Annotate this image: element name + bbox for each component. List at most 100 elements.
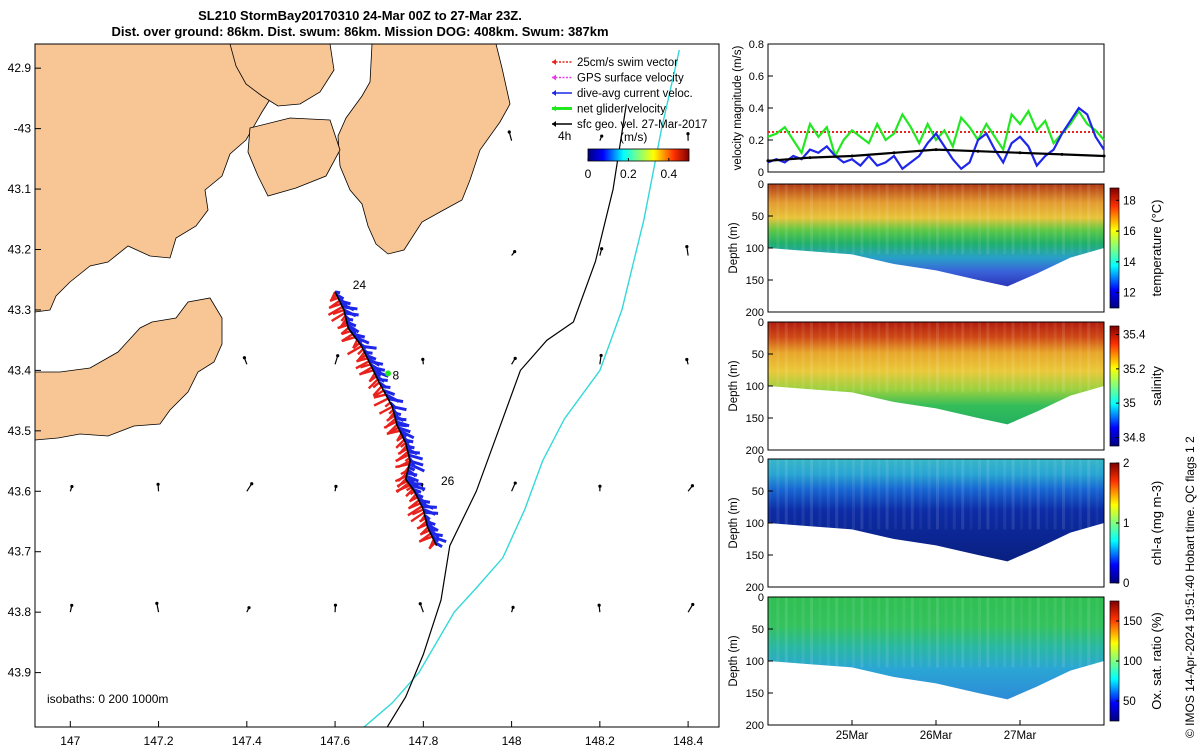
profile-stripe xyxy=(768,322,771,393)
dive-avg-current-vector xyxy=(392,405,407,412)
dive-avg-current-vector xyxy=(364,350,373,355)
profile-stripe xyxy=(936,322,939,393)
dive-avg-current-vector xyxy=(339,299,351,306)
profile-stripe xyxy=(776,597,780,668)
sfc-geo-vel-arrowhead xyxy=(70,603,74,607)
dive-avg-current-vector xyxy=(393,411,402,417)
swim-vector xyxy=(399,441,407,448)
map-ytick-label: 43.2 xyxy=(8,243,32,257)
figure-title-line2: Dist. over ground: 86km. Dist. swum: 86k… xyxy=(111,24,609,39)
salinity-panel: 0 50 100 150 200 Depth (m) 34.8 35 35.2 35.4 salin… xyxy=(728,317,1164,457)
colorbar-label: (m/s) xyxy=(620,130,647,144)
swim-vector xyxy=(355,360,370,370)
profile-stripe xyxy=(801,322,805,393)
swim-vector xyxy=(328,302,342,310)
net-glider-velocity-mark xyxy=(385,370,392,377)
velocity-ytick-label: 0.8 xyxy=(749,39,764,51)
data-section-fill xyxy=(768,459,1104,562)
profile-stripe xyxy=(1020,322,1023,393)
profile-stripe xyxy=(1011,184,1015,255)
dive-avg-current-vector xyxy=(403,438,414,444)
profile-stripe xyxy=(994,184,998,255)
profile-stripe xyxy=(801,597,805,668)
dive-avg-current-vector xyxy=(352,332,366,339)
sfc-geo-vel-arrowhead xyxy=(242,356,247,360)
profile-stripe xyxy=(927,459,931,530)
map-isobaths xyxy=(363,49,680,727)
sfc-geo-vel-arrowhead xyxy=(511,605,515,609)
profile-stripe xyxy=(776,184,780,255)
profile-stripe xyxy=(952,184,956,255)
profile-stripe xyxy=(801,459,805,530)
sfc-geo-vel-arrowhead xyxy=(70,484,74,489)
velocity-point xyxy=(934,148,938,152)
profile-stripe xyxy=(885,459,889,530)
swim-vector xyxy=(386,414,396,422)
profile-stripe xyxy=(793,459,797,530)
legend-label: 25cm/s swim vector xyxy=(577,57,678,69)
colorbar-tick-label: 35.2 xyxy=(1123,364,1145,376)
land-tasman-peninsula xyxy=(337,44,511,255)
profile-stripe xyxy=(784,184,788,255)
profile-stripe xyxy=(919,322,923,393)
profile-stripe xyxy=(1020,597,1023,668)
swim-vector xyxy=(372,381,380,389)
profile-stripe xyxy=(784,597,788,668)
profile-stripe xyxy=(768,597,771,668)
swim-vector xyxy=(341,329,351,336)
profile-stripe xyxy=(868,459,872,530)
profile-stripe xyxy=(910,459,914,530)
profile-stripe xyxy=(860,459,864,530)
profile-stripe xyxy=(961,322,965,393)
profile-stripe xyxy=(969,597,973,668)
profile-stripe xyxy=(885,184,889,255)
swim-vector xyxy=(400,469,409,476)
profile-stripe xyxy=(910,322,914,393)
profile-stripe xyxy=(994,322,998,393)
sfc-geo-vel-arrowhead xyxy=(600,247,604,251)
profile-stripe xyxy=(877,597,881,668)
data-section-fill xyxy=(768,322,1104,425)
map-ytick-label: 43.6 xyxy=(8,484,32,498)
profile-stripe xyxy=(952,322,956,393)
dive-avg-current-vector xyxy=(396,423,408,428)
swim-vector xyxy=(384,401,391,408)
profile-stripe xyxy=(978,322,981,393)
glider-path xyxy=(334,291,438,547)
swim-vector xyxy=(346,345,363,356)
swim-vector xyxy=(373,393,387,399)
profile-stripe xyxy=(1011,322,1015,393)
velocity-series-line xyxy=(767,108,1105,159)
depth-tick-label: 200 xyxy=(746,307,764,319)
sfc-geo-vel-arrowhead xyxy=(598,484,602,488)
map-panel: 24 8 26 147 147.2 147.4 147.6 147.8 148 148.2 148… xyxy=(8,43,720,748)
swim-vector xyxy=(357,348,364,356)
profile-stripe xyxy=(868,597,872,668)
colorbar-bar xyxy=(587,148,690,162)
dive-avg-current-vector xyxy=(409,483,426,491)
profile-stripe xyxy=(936,459,939,530)
swim-vector xyxy=(332,308,345,316)
dive-avg-current-vector xyxy=(430,532,443,538)
profile-stripe xyxy=(776,322,780,393)
sfc-geo-vel-arrowhead xyxy=(685,357,689,362)
depth-tick-label: 0 xyxy=(758,592,764,604)
legend-label: dive-avg current veloc. xyxy=(577,88,693,100)
colorbar-tick-label: 14 xyxy=(1123,257,1136,269)
dive-avg-current-vector xyxy=(395,420,410,428)
profile-stripe xyxy=(894,184,897,255)
sfc-geo-vel-arrowhead xyxy=(155,601,159,605)
depth-tick-label: 100 xyxy=(746,518,764,530)
colorbar-tick-label: 0.2 xyxy=(620,167,637,181)
swim-vector xyxy=(360,363,371,369)
swim-vector xyxy=(340,315,347,322)
isobath-200m xyxy=(386,104,627,727)
profile-stripe xyxy=(894,597,897,668)
map-ytick-label: 43.4 xyxy=(8,363,32,377)
profile-stripe xyxy=(818,597,822,668)
swim-vector xyxy=(428,541,436,550)
dive-avg-current-vector xyxy=(371,365,386,372)
profile-stripe xyxy=(986,322,990,393)
map-xtick-label: 148.2 xyxy=(585,734,615,748)
